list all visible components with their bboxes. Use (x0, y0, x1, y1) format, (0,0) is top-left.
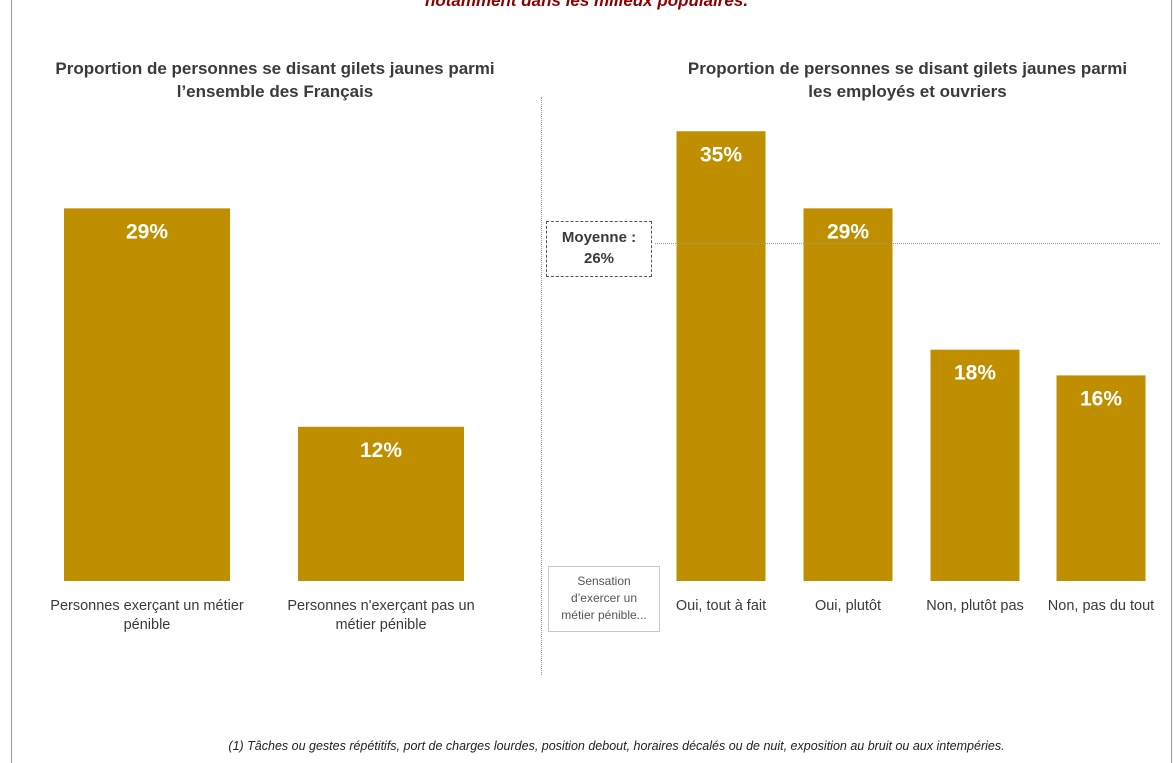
average-line (655, 243, 1160, 244)
left-bar-value-label-1: 29% (126, 220, 168, 243)
left-category-label-2-line-2: métier pénible (335, 617, 426, 633)
left-chart-title: Proportion de personnes se disant gilets… (20, 57, 530, 103)
slide-title: notamment dans les milieux populaires. (424, 0, 749, 10)
group-label-line3: métier pénible... (561, 608, 647, 622)
left-category-label-1: Personnes exerçant un métier pénible (50, 598, 244, 633)
left-chart-title-line2: l’ensemble des Français (176, 82, 374, 101)
average-label: Moyenne : 26% (546, 221, 652, 277)
group-label-line1: Sensation (577, 574, 631, 588)
left-category-label-1-line-2: pénible (124, 617, 171, 633)
right-bar-3 (930, 349, 1020, 581)
right-bar-4 (1056, 375, 1146, 581)
left-bar-value-label-2: 12% (360, 439, 402, 462)
right-bar-1 (676, 131, 766, 581)
right-bar-value-label-3: 18% (954, 362, 996, 385)
right-chart-title-line2: les employés et ouvriers (808, 82, 1007, 101)
left-bar-1 (64, 208, 230, 581)
right-category-label-2: Oui, plutôt (815, 598, 881, 614)
right-category-label-4: Non, pas du tout (1048, 598, 1154, 614)
right-bar-2 (803, 208, 893, 581)
left-category-label-2: Personnes n'exerçant pas un métier pénibl… (287, 598, 474, 633)
right-category-label-3: Non, plutôt pas (926, 598, 1024, 614)
group-label: Sensation d’exercer un métier pénible... (548, 566, 660, 632)
right-chart-title: Proportion de personnes se disant gilets… (660, 57, 1155, 103)
left-chart-title-line1: Proportion de personnes se disant gilets… (55, 59, 495, 78)
panel-divider (541, 97, 542, 675)
footnote: (1) Tâches ou gestes répétitifs, port de… (228, 739, 1005, 753)
right-category-label-3-line-1: Non, plutôt pas (926, 598, 1024, 614)
right-category-label-1: Oui, tout à fait (676, 598, 766, 614)
left-category-label-1-line-1: Personnes exerçant un métier (50, 598, 244, 614)
right-bar-value-label-1: 35% (700, 143, 742, 166)
right-bar-value-label-4: 16% (1080, 387, 1122, 410)
right-category-label-2-line-1: Oui, plutôt (815, 598, 881, 614)
right-chart-title-line1: Proportion de personnes se disant gilets… (687, 59, 1128, 78)
average-label-text: Moyenne : (561, 229, 637, 246)
right-category-label-4-line-1: Non, pas du tout (1048, 598, 1154, 614)
right-bar-value-label-2: 29% (827, 220, 869, 243)
left-bar-2 (298, 426, 464, 581)
chart-frame (11, 0, 1172, 763)
bar-charts: 29% Personnes exerçant un métier pénible 12… (50, 131, 1154, 633)
left-category-label-2-line-1: Personnes n'exerçant pas un (287, 598, 474, 614)
average-label-value: 26% (583, 250, 615, 267)
right-category-label-1-line-1: Oui, tout à fait (676, 598, 766, 614)
group-label-line2: d’exercer un (570, 591, 638, 605)
